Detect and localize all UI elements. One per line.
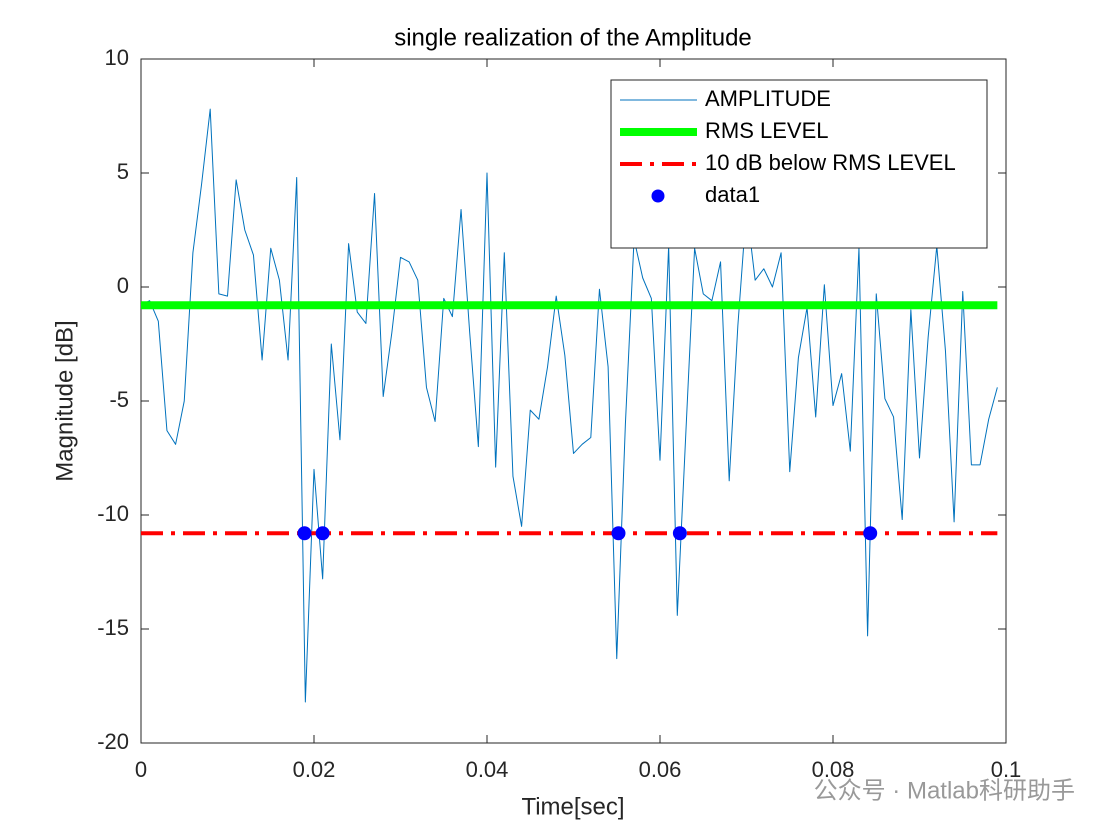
y-tick-label: -15 [97, 615, 129, 640]
y-tick-label: 10 [105, 45, 129, 70]
plot [140, 108, 998, 703]
x-tick-label: 0.08 [812, 757, 855, 782]
watermark: 公众号 · Matlab科研助手 [814, 777, 1075, 804]
data-point [315, 526, 330, 541]
x-tick-label: 0 [135, 757, 147, 782]
legend-label: RMS LEVEL [705, 118, 829, 143]
legend-label: data1 [705, 182, 760, 207]
legend-label: AMPLITUDE [705, 86, 831, 111]
y-tick-label: 0 [117, 273, 129, 298]
y-tick-label: 5 [117, 159, 129, 184]
y-tick-label: -20 [97, 729, 129, 754]
y-tick-label: -10 [97, 501, 129, 526]
legend-swatch [651, 189, 665, 203]
y-tick-label: -5 [109, 387, 129, 412]
chart-title: single realization of the Amplitude [394, 24, 752, 51]
x-tick-label: 0.02 [293, 757, 336, 782]
data-point [672, 526, 687, 541]
y-axis-label: Magnitude [dB] [51, 320, 78, 481]
x-tick-label: 0.1 [991, 757, 1022, 782]
legend: AMPLITUDE RMS LEVEL 10 dB below RMS LEVEL d… [610, 79, 988, 249]
data-point [297, 526, 312, 541]
x-tick-label: 0.06 [639, 757, 682, 782]
data-point [611, 526, 626, 541]
series-line [140, 108, 998, 703]
data-point [863, 526, 878, 541]
x-tick-label: 0.04 [466, 757, 509, 782]
legend-label: 10 dB below RMS LEVEL [705, 150, 956, 175]
x-axis-label: Time[sec] [521, 793, 624, 820]
